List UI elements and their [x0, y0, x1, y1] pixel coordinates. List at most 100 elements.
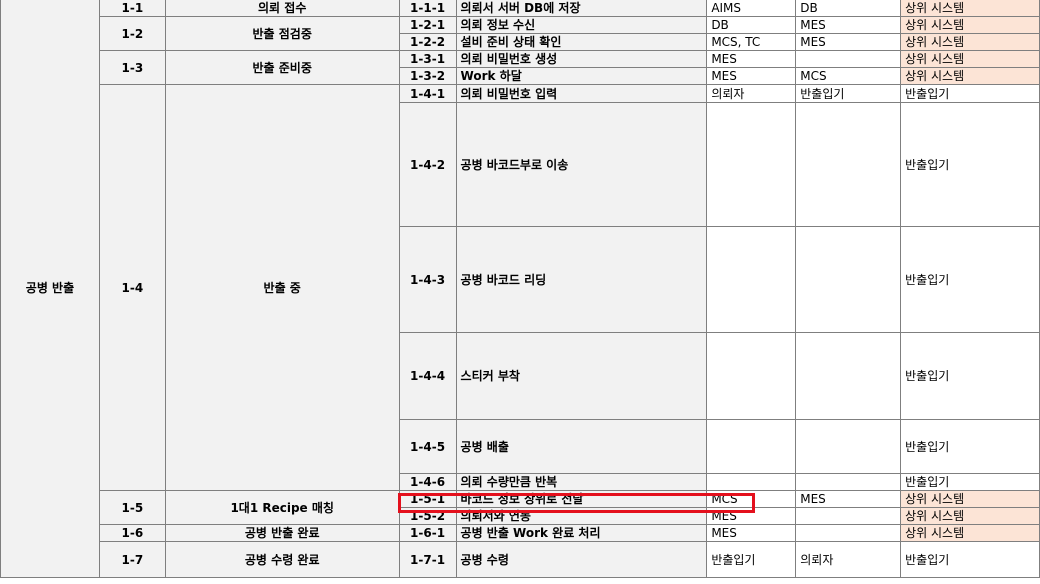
system-cell: DB — [706, 16, 797, 34]
system-cell — [706, 332, 797, 420]
system-cell: 상위 시스템 — [900, 0, 1040, 17]
system-cell — [795, 332, 902, 420]
step-name-cell: 의뢰 정보 수신 — [455, 16, 708, 34]
stage-id-cell: 1-2 — [98, 16, 166, 51]
system-cell: 상위 시스템 — [900, 507, 1040, 525]
step-name-cell: 공병 반출 Work 완료 처리 — [455, 524, 708, 542]
step-name-cell: 바코드 정보 상위로 전달 — [455, 490, 708, 508]
system-cell: 반출입기 — [900, 102, 1040, 227]
system-cell: 반출입기 — [900, 332, 1040, 420]
step-id-cell: 1-2-2 — [398, 33, 457, 51]
step-id-cell: 1-3-1 — [398, 50, 457, 68]
step-name-cell: 공병 바코드부로 이송 — [455, 102, 708, 227]
stage-name-cell: 공병 수령 완료 — [164, 541, 400, 578]
step-name-cell: 공병 배출 — [455, 419, 708, 474]
system-cell: 상위 시스템 — [900, 33, 1040, 51]
stage-name-cell: 반출 점검중 — [164, 16, 400, 51]
system-cell — [795, 524, 902, 542]
table-row: 1-4-6 의뢰 수량만큼 반복 반출입기 — [1, 473, 1040, 491]
stage-name-cell: 반출 준비중 — [164, 50, 400, 85]
step-id-cell: 1-5-2 — [398, 507, 457, 525]
step-name-cell: 설비 준비 상태 확인 — [455, 33, 708, 51]
system-cell — [706, 102, 797, 227]
step-id-cell: 1-7-1 — [398, 541, 457, 578]
step-name-cell: 의뢰 비밀번호 생성 — [455, 50, 708, 68]
stage-name-cell: 1대1 Recipe 매칭 — [164, 490, 400, 525]
stage-id-cell: 1-7 — [98, 541, 166, 578]
system-cell: 의뢰자 — [706, 84, 797, 103]
system-cell — [795, 50, 902, 68]
system-cell: MCS — [706, 490, 797, 508]
group-cell: 공병 반출 — [0, 0, 100, 578]
table-row: 1-3-2 Work 하달 MES MCS 상위 시스템 — [1, 67, 1040, 85]
system-cell: MES — [706, 67, 797, 85]
step-name-cell: 의뢰서 서버 DB에 저장 — [455, 0, 708, 17]
stage-id-cell: 1-6 — [98, 524, 166, 542]
table-row: 1-4-4 스티커 부착 반출입기 — [1, 332, 1040, 420]
system-cell — [706, 226, 797, 333]
system-cell: MES — [795, 33, 902, 51]
table-row: 1-4 반출 중 1-4-1 의뢰 비밀번호 입력 의뢰자 반출입기 반출입기 — [1, 84, 1040, 491]
system-cell: 반출입기 — [900, 226, 1040, 333]
system-cell: MES — [706, 507, 797, 525]
step-name-cell: 의뢰서와 연동 — [455, 507, 708, 525]
step-id-cell: 1-4-6 — [398, 473, 457, 491]
table-row: 1-5 1대1 Recipe 매칭 1-5-1 바코드 정보 상위로 전달 MC… — [1, 490, 1040, 525]
system-cell: MES — [795, 490, 902, 508]
system-cell: 반출입기 — [900, 84, 1040, 103]
system-cell: 상위 시스템 — [900, 50, 1040, 68]
table-row: 1-2 반출 점검중 1-2-1 의뢰 정보 수신 DB MES 상위 시스템 — [1, 16, 1040, 51]
system-cell — [795, 419, 902, 474]
stage-id-cell: 1-4 — [98, 84, 166, 491]
table-row: 1-7 공병 수령 완료 1-7-1 공병 수령 반출입기 의뢰자 반출입기 — [1, 541, 1040, 578]
step-name-cell: 스티커 부착 — [455, 332, 708, 420]
step-name-cell: 의뢰 비밀번호 입력 — [455, 84, 708, 103]
step-name-cell: 의뢰 수량만큼 반복 — [455, 473, 708, 491]
step-id-cell: 1-2-1 — [398, 16, 457, 34]
step-id-cell: 1-4-3 — [398, 226, 457, 333]
step-name-cell: Work 하달 — [455, 67, 708, 85]
table-row: 1-4-2 공병 바코드부로 이송 반출입기 — [1, 102, 1040, 227]
stage-name-cell: 의뢰 접수 — [164, 0, 400, 17]
system-cell: 반출입기 — [900, 541, 1040, 578]
system-cell: AIMS — [706, 0, 797, 17]
system-cell: 상위 시스템 — [900, 490, 1040, 508]
system-cell: MES — [706, 50, 797, 68]
table-row: 1-4-3 공병 바코드 리딩 반출입기 — [1, 226, 1040, 333]
table-row: 1-3 반출 준비중 1-3-1 의뢰 비밀번호 생성 MES 상위 시스템 — [1, 50, 1040, 85]
step-id-cell: 1-6-1 — [398, 524, 457, 542]
system-cell: 의뢰자 — [795, 541, 902, 578]
step-id-cell: 1-3-2 — [398, 67, 457, 85]
stage-id-cell: 1-5 — [98, 490, 166, 525]
system-cell — [795, 507, 902, 525]
step-name-cell: 공병 수령 — [455, 541, 708, 578]
system-cell — [795, 226, 902, 333]
system-cell: MES — [706, 524, 797, 542]
system-cell: DB — [795, 0, 902, 17]
stage-id-cell: 1-3 — [98, 50, 166, 85]
system-cell — [706, 419, 797, 474]
table-row: 1-6 공병 반출 완료 1-6-1 공병 반출 Work 완료 처리 MES … — [1, 524, 1040, 542]
stage-name-cell: 공병 반출 완료 — [164, 524, 400, 542]
system-cell: 상위 시스템 — [900, 67, 1040, 85]
system-cell: 반출입기 — [795, 84, 902, 103]
system-cell: 상위 시스템 — [900, 16, 1040, 34]
system-cell — [706, 473, 797, 491]
system-cell: MCS, TC — [706, 33, 797, 51]
system-cell: 반출입기 — [900, 473, 1040, 491]
system-cell: MCS — [795, 67, 902, 85]
system-cell: 반출입기 — [900, 419, 1040, 474]
step-name-cell: 공병 바코드 리딩 — [455, 226, 708, 333]
step-id-cell: 1-4-5 — [398, 419, 457, 474]
system-cell: MES — [795, 16, 902, 34]
step-id-cell: 1-4-1 — [398, 84, 457, 103]
step-id-cell: 1-4-2 — [398, 102, 457, 227]
step-id-cell: 1-1-1 — [398, 0, 457, 17]
system-cell: 상위 시스템 — [900, 524, 1040, 542]
system-cell: 반출입기 — [706, 541, 797, 578]
step-id-cell: 1-4-4 — [398, 332, 457, 420]
stage-name-cell: 반출 중 — [164, 84, 400, 491]
step-id-cell: 1-5-1 — [398, 490, 457, 508]
